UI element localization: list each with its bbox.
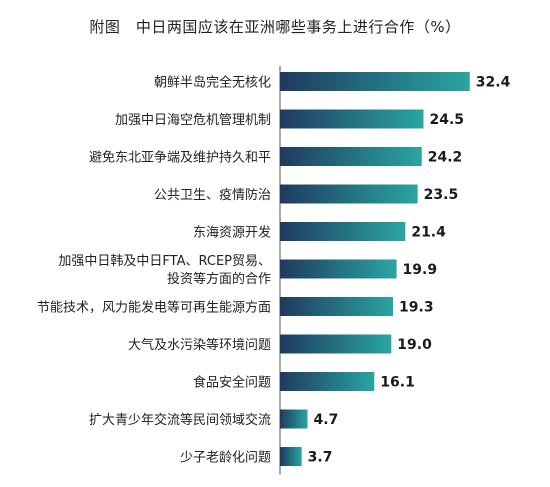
data-label: 24.2 [428,150,463,166]
bar [280,109,424,129]
bar [280,72,470,91]
category-label: 节能技术，风力能发电等可再生能源方面 [37,300,271,316]
bar [280,259,397,279]
category-label: 扩大青少年交流等民间领域交流 [89,412,271,428]
bar [280,184,418,204]
category-label: 朝鲜半岛完全无核化 [154,75,271,91]
bar [280,222,406,241]
category-label: 避免东北亚争端及维护持久和平 [89,151,271,166]
data-label: 19.9 [403,262,438,278]
bar [280,372,375,391]
data-label: 16.1 [380,375,415,391]
category-label: 公共卫生、疫情防治 [154,187,271,203]
bar [280,334,392,354]
chart-title: 附图 中日两国应该在亚洲哪些事务上进行合作（%） [89,18,461,36]
data-label: 32.4 [476,75,511,91]
data-label: 21.4 [411,225,446,241]
data-label: 4.7 [314,412,339,428]
bar [280,409,308,429]
category-label: 食品安全问题 [193,375,271,391]
bar [280,297,394,316]
data-label: 3.7 [308,450,333,466]
bar [280,147,422,166]
category-label: 加强中日海空危机管理机制 [115,113,271,128]
category-label: 少子老龄化问题 [180,451,271,466]
data-label: 23.5 [424,187,459,203]
category-label: 东海资源开发 [193,225,271,241]
data-label: 24.5 [430,112,465,128]
category-label: 加强中日韩及中日FTA、RCEP贸易、投资等方面的合作 [58,254,271,287]
data-label: 19.3 [399,300,434,316]
category-label: 大气及水污染等环境问题 [128,337,271,353]
data-label: 19.0 [397,337,432,353]
bar [280,447,302,466]
